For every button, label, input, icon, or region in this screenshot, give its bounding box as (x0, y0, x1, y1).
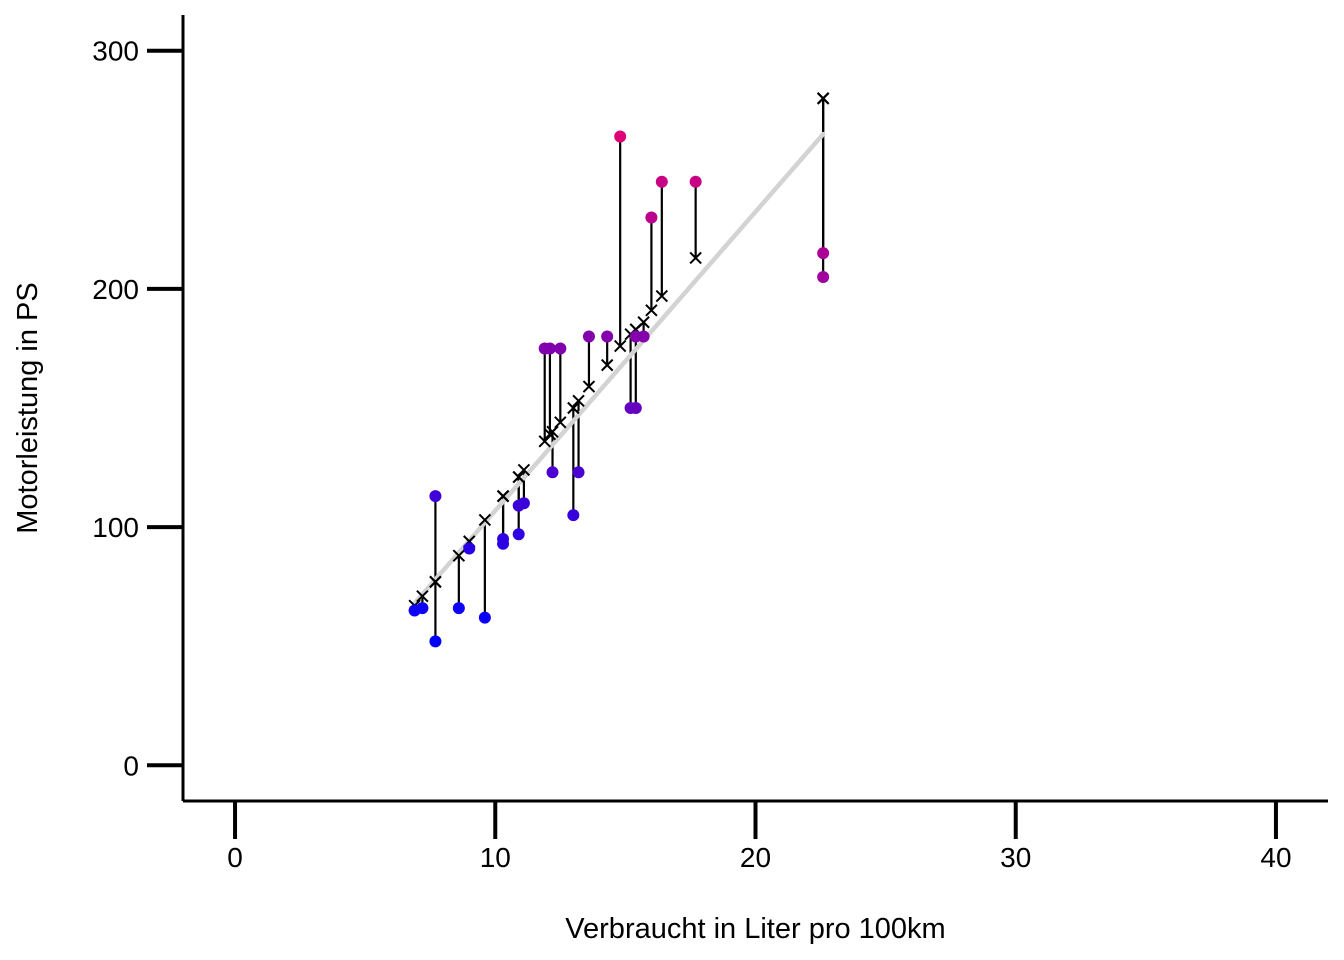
fitted-marker-stroke (478, 513, 492, 527)
observed-point (655, 175, 668, 188)
fitted-marker (517, 463, 531, 477)
fitted-marker (600, 358, 614, 372)
fitted-marker-stroke (637, 316, 650, 329)
fitted-marker (572, 394, 585, 408)
fitted-marker (637, 316, 650, 329)
fitted-marker (496, 489, 510, 503)
fitted-marker-stroke (567, 401, 580, 415)
observed-point (817, 271, 830, 283)
observed-point (546, 466, 559, 479)
x-axis: 0 10 20 30 40 (183, 799, 1328, 873)
x-tick-label: 0 (227, 842, 243, 873)
fitted-marker-stroke (496, 489, 510, 503)
observed-point (543, 342, 556, 355)
fitted-marker-stroke (546, 425, 559, 439)
fitted-marker-stroke (645, 304, 658, 317)
observed-point (582, 330, 595, 343)
fitted-marker-stroke (572, 394, 585, 408)
regression-line (412, 131, 826, 606)
fitted-marker (478, 513, 492, 527)
x-tick-label: 40 (1260, 842, 1291, 873)
observed-point (497, 533, 510, 545)
fitted-marker-stroke (689, 251, 702, 265)
fitted-markers (408, 92, 830, 612)
fitted-marker (645, 304, 658, 317)
fitted-marker (512, 470, 525, 484)
fitted-marker (546, 425, 559, 439)
fitted-marker-stroke (538, 435, 551, 448)
y-axis-title: Motorleistung in PS (12, 282, 44, 533)
fitted-marker (689, 251, 702, 265)
fitted-marker (613, 339, 627, 353)
fitted-marker (452, 549, 466, 562)
fitted-marker-stroke (655, 289, 669, 303)
fitted-marker (538, 435, 551, 448)
regression-line-group (412, 131, 826, 606)
fitted-marker-stroke (816, 92, 830, 105)
fitted-marker-stroke (452, 549, 466, 562)
observed-point (452, 602, 465, 615)
fitted-marker (554, 416, 567, 429)
observed-point (463, 542, 476, 555)
observed-point (429, 490, 442, 503)
observed-point (554, 342, 567, 355)
y-tick-label: 300 (92, 36, 139, 67)
observed-point (601, 330, 614, 343)
fitted-marker-stroke (600, 358, 614, 372)
fitted-marker (816, 92, 830, 105)
observed-point (614, 130, 627, 143)
observed-point (512, 528, 525, 541)
observed-point (689, 175, 702, 188)
y-tick-label: 100 (92, 512, 139, 543)
fitted-marker (429, 575, 442, 589)
fitted-marker-stroke (613, 339, 627, 353)
observed-point (629, 402, 642, 414)
y-tick-label: 200 (92, 274, 139, 305)
x-tick-label: 20 (740, 842, 771, 873)
x-tick-label: 30 (1000, 842, 1031, 873)
observed-point (567, 509, 580, 522)
observed-point (817, 247, 830, 260)
x-axis-title: Verbraucht in Liter pro 100km (565, 913, 945, 945)
fitted-marker-stroke (429, 575, 442, 589)
observed-point (645, 211, 658, 224)
fitted-marker-stroke (416, 589, 429, 603)
y-axis: 0 100 200 300 (92, 15, 185, 801)
observed-point (416, 602, 429, 615)
fitted-marker-stroke (512, 470, 525, 484)
fitted-marker (567, 401, 580, 415)
observed-point (429, 635, 442, 648)
fitted-marker (416, 589, 429, 603)
fitted-marker-stroke (517, 463, 531, 477)
fitted-marker (655, 289, 669, 303)
observed-point (572, 466, 585, 479)
fitted-marker-stroke (582, 380, 596, 393)
observed-point (637, 330, 650, 343)
x-tick-label: 10 (480, 842, 511, 873)
observed-point (517, 497, 530, 510)
observed-point (478, 611, 491, 624)
fitted-marker (582, 380, 596, 393)
y-tick-label: 0 (123, 750, 139, 781)
observed-points (408, 130, 830, 648)
fitted-marker-stroke (554, 416, 567, 429)
